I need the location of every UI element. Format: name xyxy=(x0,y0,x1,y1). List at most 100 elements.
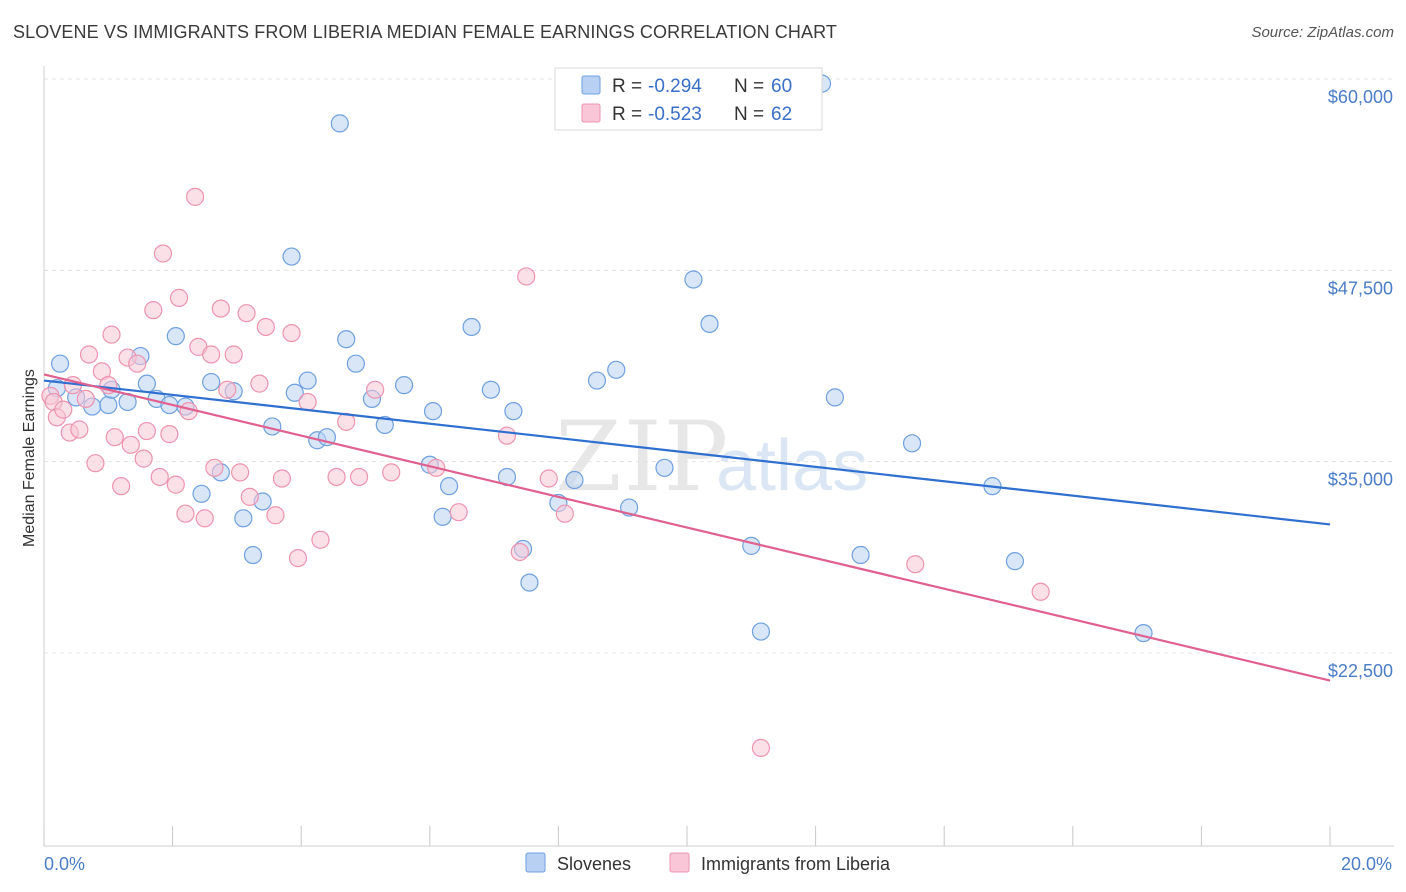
point-slovenes-36 xyxy=(462,317,481,337)
point-slovenes-28 xyxy=(346,354,365,373)
point-liberia-46 xyxy=(311,530,330,549)
point-liberia-41 xyxy=(266,506,285,525)
point-slovenes-23 xyxy=(298,371,317,390)
point-liberia-19 xyxy=(137,421,156,441)
grid-lines xyxy=(44,78,1395,654)
point-slovenes-14 xyxy=(202,372,221,392)
legend-r-label-liberia: R = xyxy=(612,104,642,125)
point-slovenes-33 xyxy=(423,402,443,421)
point-liberia-50 xyxy=(366,380,385,399)
point-liberia-9 xyxy=(86,454,105,473)
point-liberia-47 xyxy=(327,467,346,487)
point-slovenes-45 xyxy=(607,360,626,379)
axes xyxy=(43,66,1394,847)
legend-swatch-slovenes xyxy=(581,75,601,95)
point-slovenes-51 xyxy=(751,622,771,641)
point-liberia-24 xyxy=(166,475,185,494)
point-liberia-40 xyxy=(256,317,275,337)
x-tick-label-1: 20.0% xyxy=(1341,854,1392,874)
point-slovenes-54 xyxy=(851,545,870,565)
point-slovenes-11 xyxy=(166,327,185,346)
chart-title: SLOVENE VS IMMIGRANTS FROM LIBERIA MEDIA… xyxy=(13,22,837,42)
legend-n-label-liberia: N = xyxy=(734,104,764,125)
legend-n-value-slovenes: 60 xyxy=(771,76,792,97)
point-slovenes-41 xyxy=(520,573,539,592)
point-liberia-26 xyxy=(176,504,195,523)
point-liberia-37 xyxy=(237,304,256,323)
bottom-legend-swatch-liberia xyxy=(669,852,690,873)
point-liberia-59 xyxy=(751,738,771,758)
point-slovenes-47 xyxy=(655,458,674,477)
y-tick-label-0: $60,000 xyxy=(1328,87,1393,107)
legend-r-value-slovenes: -0.294 xyxy=(648,76,702,97)
point-liberia-22 xyxy=(153,244,173,263)
point-slovenes-55 xyxy=(902,434,922,453)
point-slovenes-37 xyxy=(481,380,500,399)
point-slovenes-57 xyxy=(1005,552,1025,571)
y-tick-label-3: $22,500 xyxy=(1328,661,1393,681)
legend-r-label-slovenes: R = xyxy=(612,76,642,97)
point-liberia-8 xyxy=(79,345,99,364)
watermark-zip: ZIP xyxy=(555,401,730,513)
point-slovenes-8 xyxy=(137,374,156,393)
point-liberia-23 xyxy=(160,425,179,444)
point-slovenes-34 xyxy=(433,507,452,526)
point-liberia-61 xyxy=(1031,582,1050,601)
point-slovenes-26 xyxy=(330,114,349,133)
point-slovenes-53 xyxy=(825,388,844,407)
point-liberia-57 xyxy=(539,469,558,488)
point-liberia-30 xyxy=(195,509,214,528)
point-slovenes-39 xyxy=(504,402,523,421)
series-legend: Slovenes Immigrants from Liberia xyxy=(525,852,891,874)
legend-n-value-liberia: 62 xyxy=(771,104,792,125)
point-liberia-14 xyxy=(112,477,131,496)
point-liberia-39 xyxy=(250,374,269,393)
point-liberia-13 xyxy=(105,428,124,447)
x-tick-labels: 0.0% 20.0% xyxy=(44,854,1392,874)
point-liberia-31 xyxy=(202,345,221,364)
point-liberia-38 xyxy=(240,487,259,506)
point-liberia-43 xyxy=(282,323,301,343)
point-liberia-42 xyxy=(272,469,292,488)
point-liberia-25 xyxy=(169,288,189,307)
bottom-legend-swatch-slovenes xyxy=(525,852,546,873)
point-slovenes-30 xyxy=(375,415,394,435)
source-label: Source: ZipAtlas.com xyxy=(1251,24,1394,41)
stats-legend: R = -0.294 N = 60 R = -0.523 N = 62 xyxy=(554,67,823,131)
point-slovenes-4 xyxy=(99,395,118,415)
point-slovenes-48 xyxy=(684,270,703,289)
point-slovenes-27 xyxy=(337,330,356,349)
y-tick-labels: $60,000 $47,500 $35,000 $22,500 xyxy=(1328,87,1393,681)
point-liberia-21 xyxy=(150,467,169,487)
point-slovenes-58 xyxy=(1134,624,1153,643)
point-slovenes-50 xyxy=(742,536,761,555)
point-liberia-45 xyxy=(298,392,317,412)
point-slovenes-35 xyxy=(439,477,459,496)
point-slovenes-49 xyxy=(700,314,719,334)
point-liberia-7 xyxy=(76,389,95,409)
point-liberia-53 xyxy=(449,503,468,522)
bottom-legend-label-slovenes: Slovenes xyxy=(557,854,631,874)
point-slovenes-44 xyxy=(587,371,607,390)
point-liberia-34 xyxy=(218,380,237,399)
point-slovenes-22 xyxy=(285,383,304,402)
point-liberia-6 xyxy=(70,420,89,439)
trend-line-liberia xyxy=(43,373,1331,682)
point-liberia-60 xyxy=(906,555,925,574)
point-liberia-32 xyxy=(205,458,224,477)
point-liberia-35 xyxy=(224,345,243,364)
point-liberia-55 xyxy=(510,542,529,562)
watermark-atlas: atlas xyxy=(716,426,868,506)
svg-text:R =: R = xyxy=(612,76,642,97)
point-liberia-12 xyxy=(102,325,121,344)
point-liberia-49 xyxy=(349,467,369,487)
point-slovenes-31 xyxy=(394,376,414,395)
point-liberia-3 xyxy=(54,400,73,419)
point-slovenes-43 xyxy=(565,470,584,490)
point-liberia-56 xyxy=(517,267,536,286)
legend-n-label-slovenes: N = xyxy=(734,76,764,97)
x-tick-label-0: 0.0% xyxy=(44,854,85,874)
point-slovenes-18 xyxy=(243,545,263,565)
y-tick-label-2: $35,000 xyxy=(1328,470,1393,490)
point-liberia-28 xyxy=(186,187,205,206)
